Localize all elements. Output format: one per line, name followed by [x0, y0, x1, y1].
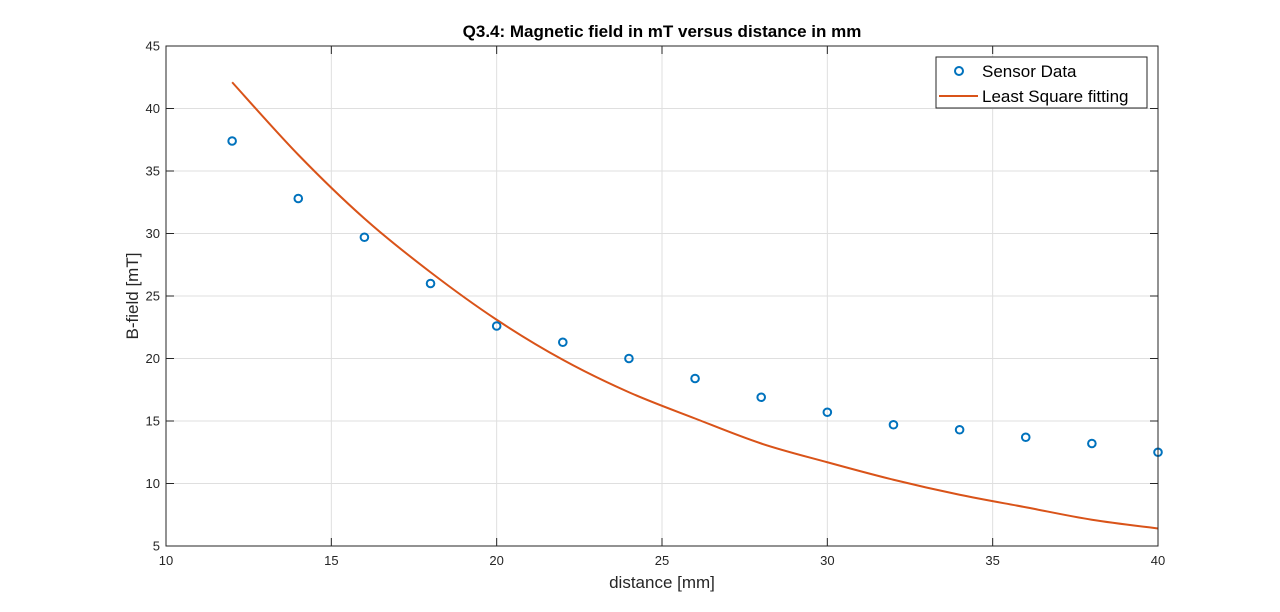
sensor-data-point — [425, 278, 436, 289]
y-tick-label: 25 — [146, 289, 160, 304]
legend: Sensor Data Least Square fitting — [935, 56, 1148, 109]
y-tick-label: 20 — [146, 351, 160, 366]
fit-series — [231, 81, 1159, 530]
legend-marker-sensor-data — [954, 66, 964, 76]
x-tick-label: 40 — [1151, 553, 1165, 568]
sensor-data-point — [888, 419, 899, 430]
sensor-data-point — [1020, 432, 1031, 443]
x-tick-label: 25 — [655, 553, 669, 568]
x-tick-label: 15 — [324, 553, 338, 568]
y-tick-label: 45 — [146, 39, 160, 54]
chart-title: Q3.4: Magnetic field in mT versus distan… — [463, 22, 862, 41]
legend-box — [935, 56, 1148, 109]
sensor-data-point — [293, 193, 304, 204]
sensor-data-point — [359, 232, 370, 243]
y-tick-label: 30 — [146, 226, 160, 241]
x-tick-label: 10 — [159, 553, 173, 568]
x-tick-label: 20 — [489, 553, 503, 568]
sensor-data-point — [1087, 438, 1097, 449]
y-axis: 5 10 15 20 25 30 35 40 45 — [146, 39, 1158, 554]
y-axis-label: B-field [mT] — [123, 253, 142, 340]
least-square-fit-line — [231, 81, 1159, 530]
sensor-data-point — [624, 353, 634, 364]
sensor-data-point — [227, 136, 237, 146]
y-tick-label: 5 — [153, 539, 160, 554]
sensor-data-point — [690, 373, 700, 384]
legend-label-least-square: Least Square fitting — [982, 87, 1128, 106]
y-tick-label: 15 — [146, 414, 160, 429]
sensor-data-series — [227, 136, 1163, 458]
x-axis: 10 15 20 25 30 35 40 — [159, 46, 1165, 568]
sensor-data-point — [954, 424, 965, 435]
y-tick-label: 10 — [146, 476, 160, 491]
y-tick-label: 40 — [146, 101, 160, 116]
y-tick-label: 35 — [146, 164, 160, 179]
sensor-data-point — [491, 321, 502, 331]
sensor-data-point — [822, 407, 833, 418]
sensor-data-point — [756, 392, 767, 403]
legend-label-sensor-data: Sensor Data — [982, 62, 1077, 81]
sensor-data-point — [558, 337, 568, 348]
x-tick-label: 35 — [985, 553, 999, 568]
x-tick-label: 30 — [820, 553, 834, 568]
x-axis-label: distance [mm] — [609, 573, 715, 592]
